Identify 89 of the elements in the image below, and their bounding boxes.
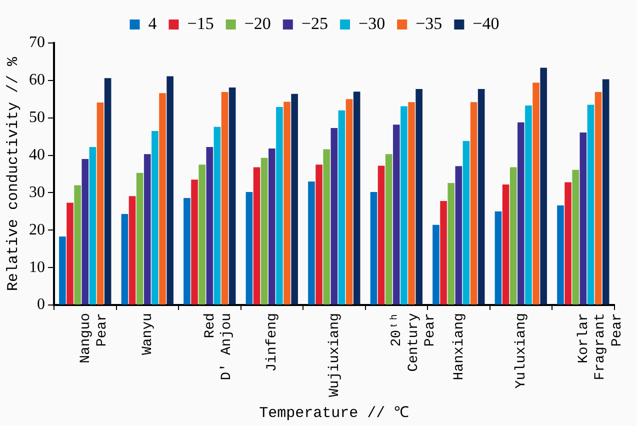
legend-label: −20 bbox=[244, 14, 271, 33]
bar bbox=[392, 124, 400, 304]
bar bbox=[525, 106, 532, 304]
bar bbox=[191, 180, 198, 304]
bar bbox=[470, 102, 478, 304]
bar bbox=[580, 132, 587, 304]
x-tick-label: Jinfeng bbox=[264, 312, 281, 372]
bar bbox=[455, 166, 462, 304]
x-axis-title: Temperature // ℃ bbox=[259, 404, 410, 422]
x-tick-label: 20ᵗʰ Century Pear bbox=[389, 312, 439, 372]
bar bbox=[159, 93, 166, 304]
legend-label: −40 bbox=[472, 14, 500, 33]
bar bbox=[121, 214, 128, 304]
legend-label: −15 bbox=[187, 14, 214, 33]
bar bbox=[96, 102, 104, 304]
x-tick-label: Wujiuxiang bbox=[326, 312, 343, 397]
y-tick-label: 60 bbox=[29, 72, 45, 89]
bar bbox=[572, 170, 579, 304]
bar bbox=[448, 182, 454, 304]
bar bbox=[385, 154, 392, 304]
bar bbox=[432, 224, 440, 304]
bar bbox=[276, 107, 283, 304]
bar bbox=[184, 198, 190, 304]
bar bbox=[462, 141, 470, 304]
bar bbox=[510, 167, 517, 304]
bar bbox=[518, 122, 524, 304]
y-tick-label: 40 bbox=[29, 146, 45, 164]
bar bbox=[370, 192, 378, 304]
y-tick-label: 50 bbox=[29, 109, 45, 126]
bar bbox=[89, 147, 96, 304]
bar bbox=[602, 79, 610, 304]
y-tick-label: 0 bbox=[37, 296, 45, 314]
bar bbox=[323, 149, 330, 304]
bar bbox=[284, 102, 290, 304]
bar bbox=[82, 159, 89, 304]
bar bbox=[540, 68, 547, 304]
bar bbox=[316, 164, 322, 304]
x-tick-label: Wanyu bbox=[140, 312, 156, 355]
bar bbox=[128, 196, 136, 304]
bar bbox=[166, 76, 174, 304]
bar bbox=[66, 202, 74, 304]
bar bbox=[416, 89, 422, 304]
x-tick-label: Hanxiang bbox=[451, 312, 468, 380]
bar bbox=[136, 172, 144, 304]
bar bbox=[494, 211, 502, 304]
bar bbox=[268, 148, 276, 304]
bar bbox=[104, 78, 112, 304]
bar bbox=[338, 110, 346, 304]
bar bbox=[74, 185, 81, 304]
legend-label: −25 bbox=[301, 14, 328, 33]
bar bbox=[260, 158, 268, 304]
bar bbox=[246, 192, 253, 304]
bar bbox=[532, 82, 540, 304]
bar bbox=[378, 166, 385, 304]
legend-label: −35 bbox=[416, 14, 442, 33]
y-tick-label: 20 bbox=[29, 221, 45, 238]
bar bbox=[330, 128, 338, 304]
bar bbox=[557, 205, 564, 304]
bar bbox=[502, 184, 510, 304]
bar bbox=[353, 92, 360, 304]
bar bbox=[440, 200, 447, 304]
bar bbox=[308, 181, 315, 304]
x-tick-label: Korlar Fragrant Pear bbox=[576, 312, 626, 380]
x-tick-label: Nanguo Pear bbox=[78, 312, 111, 364]
x-tick-label: Yuluxiang bbox=[514, 312, 530, 389]
bar bbox=[206, 147, 214, 304]
y-tick-label: 70 bbox=[29, 34, 45, 52]
legend-label: 4 bbox=[148, 14, 158, 33]
y-tick-label: 10 bbox=[29, 258, 45, 276]
bar bbox=[594, 92, 602, 304]
bar bbox=[228, 88, 236, 304]
bar bbox=[214, 126, 221, 304]
bar bbox=[346, 99, 353, 304]
bar bbox=[587, 104, 594, 304]
bar bbox=[198, 164, 206, 304]
y-tick-label: 30 bbox=[29, 184, 45, 201]
y-axis-title: Relative conductivity // % bbox=[4, 56, 22, 292]
bar bbox=[144, 154, 151, 304]
bar bbox=[478, 89, 485, 304]
bar bbox=[221, 92, 228, 304]
bar bbox=[400, 106, 408, 304]
legend-label: −30 bbox=[358, 14, 386, 33]
bar bbox=[291, 94, 298, 304]
bar bbox=[152, 130, 158, 304]
x-tick-label: Red D' Anjou bbox=[202, 312, 236, 380]
bar bbox=[59, 236, 66, 304]
bar bbox=[564, 182, 572, 304]
bar bbox=[253, 167, 260, 304]
bar bbox=[408, 102, 415, 304]
